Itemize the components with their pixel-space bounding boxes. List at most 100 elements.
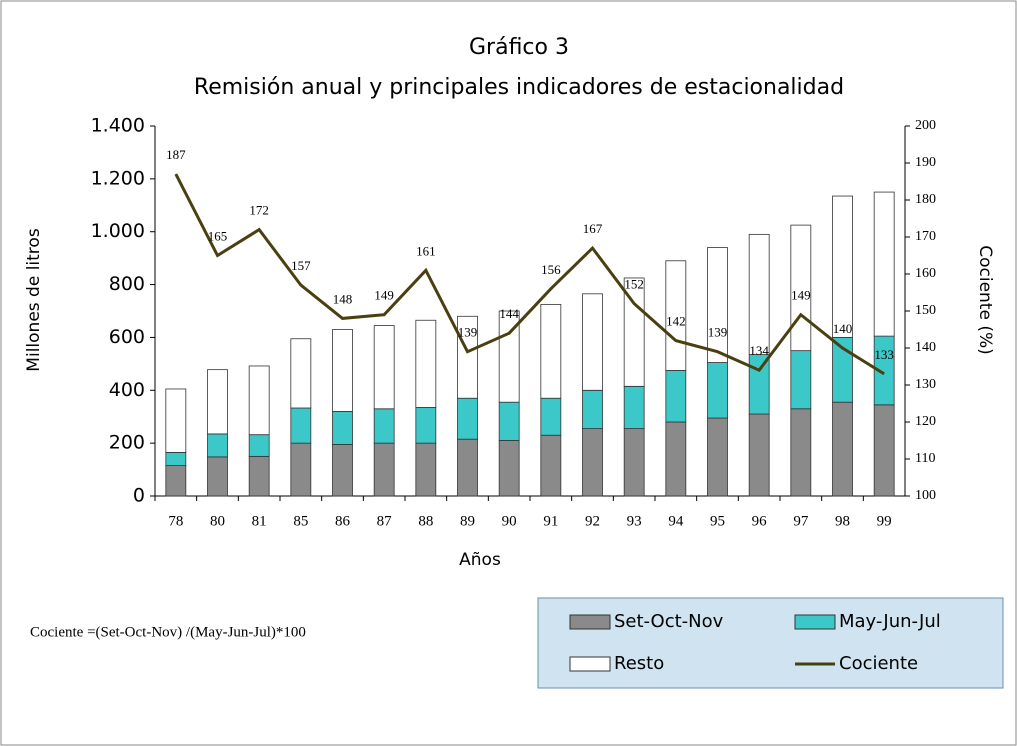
bar: [873, 404, 895, 497]
x-tick-label: 90: [502, 513, 517, 529]
bar: [165, 388, 187, 453]
bar: [582, 428, 603, 497]
bar: [415, 407, 437, 444]
annotation: Cociente =(Set-Oct-Nov) /(May-Jun-Jul)*1…: [30, 624, 306, 640]
bar: [248, 455, 270, 497]
data-label: 161: [416, 243, 436, 258]
x-tick-label: 80: [210, 513, 225, 529]
bar: [665, 370, 687, 423]
y2-tick-label: 110: [915, 451, 935, 466]
legend-box: [537, 597, 1004, 689]
data-label: 157: [291, 258, 311, 273]
x-tick-label: 98: [835, 513, 850, 529]
y-tick-label: 0: [133, 485, 145, 507]
bar: [207, 456, 228, 497]
data-label: 139: [708, 325, 728, 340]
bar: [207, 369, 228, 435]
y2-tick-label: 140: [915, 340, 936, 355]
y2-tick-label: 100: [915, 488, 936, 503]
x-tick-label: 96: [752, 513, 768, 529]
bar: [457, 438, 478, 497]
bar: [498, 440, 520, 497]
x-tick-label: 89: [460, 513, 475, 529]
bar: [290, 338, 312, 409]
y2-tick-label: 150: [915, 303, 936, 318]
bar: [540, 303, 562, 399]
bar: [332, 329, 353, 412]
y-tick-label: 600: [109, 326, 145, 348]
bar: [332, 444, 353, 497]
y-tick-label: 1.000: [91, 220, 145, 242]
bar: [498, 401, 520, 441]
legend-label: Resto: [614, 653, 664, 674]
data-label: 149: [791, 288, 811, 303]
data-label: 134: [749, 343, 769, 358]
bar: [707, 417, 728, 497]
x-tick-label: 85: [293, 513, 308, 529]
y2-tick-label: 130: [915, 377, 936, 392]
data-label: 142: [666, 314, 686, 329]
bar: [790, 350, 812, 410]
y2-tick-label: 200: [915, 118, 936, 133]
data-label: 172: [249, 203, 269, 218]
data-label: 140: [833, 321, 853, 336]
bar: [248, 365, 270, 436]
bar: [748, 354, 770, 415]
y2-tick-label: 120: [915, 414, 936, 429]
data-label: 156: [541, 262, 561, 277]
bar: [165, 465, 187, 497]
bar: [457, 397, 478, 440]
y2-tick-label: 160: [915, 266, 936, 281]
bar: [832, 195, 853, 338]
x-axis-title: Años: [459, 550, 501, 570]
x-tick-label: 99: [877, 513, 892, 529]
x-tick-label: 88: [418, 513, 433, 529]
y2-tick-label: 190: [915, 155, 936, 170]
bar: [207, 433, 228, 458]
bar: [373, 408, 395, 444]
bar: [707, 362, 728, 419]
y2-tick-label: 170: [915, 229, 936, 244]
bar: [748, 413, 770, 497]
x-tick-label: 93: [627, 513, 642, 529]
data-label: 149: [374, 288, 394, 303]
bar: [373, 325, 395, 410]
y2-tick-label: 180: [915, 192, 936, 207]
legend-label: Set-Oct-Nov: [614, 611, 724, 632]
bar: [623, 385, 645, 430]
y-tick-label: 200: [109, 432, 145, 454]
data-label: 133: [874, 347, 894, 362]
bar: [582, 293, 603, 391]
legend-label: Cociente: [839, 653, 918, 674]
bar: [457, 315, 478, 399]
bar: [415, 319, 437, 408]
bar: [540, 397, 562, 436]
bar: [415, 442, 437, 497]
y-axis-title: Millones de litros: [24, 228, 44, 372]
bar: [165, 451, 187, 467]
data-label: 165: [208, 228, 228, 243]
data-label: 148: [333, 291, 353, 306]
data-label: 144: [499, 306, 519, 321]
legend-swatch: [794, 614, 836, 630]
bar: [790, 408, 812, 497]
bar: [582, 389, 603, 430]
bar: [748, 233, 770, 356]
y-tick-label: 800: [109, 273, 145, 295]
bar: [290, 442, 312, 497]
chart-title: Remisión anual y principales indicadores…: [194, 75, 844, 100]
legend-swatch: [569, 656, 611, 672]
x-tick-label: 78: [168, 513, 183, 529]
y-tick-label: 1.400: [91, 115, 145, 137]
x-tick-label: 86: [335, 513, 351, 529]
bar: [832, 401, 853, 497]
bar: [623, 277, 645, 387]
bar: [290, 407, 312, 444]
line: [174, 173, 885, 376]
title-box: [128, 22, 910, 106]
legend-label: May-Jun-Jul: [839, 611, 941, 632]
bar: [707, 247, 728, 363]
bar: [665, 421, 687, 497]
data-label: 167: [583, 221, 603, 236]
y2-axis-title: Cociente (%): [975, 245, 995, 355]
